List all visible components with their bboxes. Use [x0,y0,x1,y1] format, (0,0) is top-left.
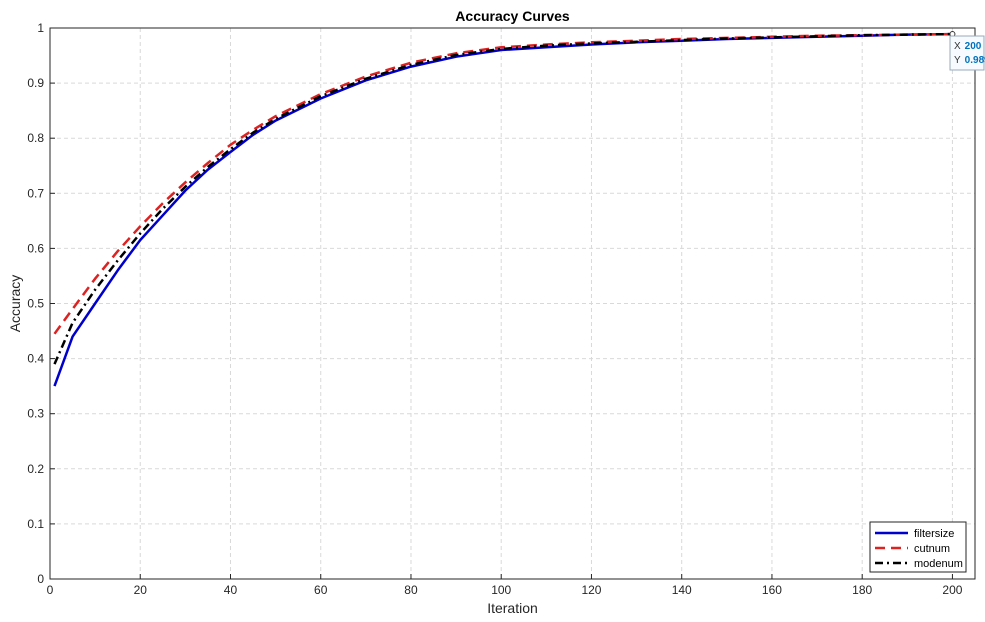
legend[interactable]: filtersize cutnum modenum [869,521,967,573]
datatip-y-row: Y 0.989 [954,55,985,66]
y-tick-label: 0.6 [27,241,44,255]
series-line-cutnum [53,32,953,335]
y-tick-label: 0.1 [27,517,44,531]
x-tick-label: 200 [942,583,962,597]
x-tick-label: 140 [672,583,692,597]
x-tick-label: 60 [314,583,328,597]
datatip-y-value: 0.989 [965,55,985,66]
datatip-x-value: 200 [965,41,982,52]
legend-label: filtersize [914,528,954,540]
legend-box [869,521,967,573]
series-layer [53,32,953,387]
y-tick-label: 0.4 [27,352,44,366]
legend-item-cutnum[interactable]: cutnum [875,543,950,555]
chart-title: Accuracy Curves [455,8,570,24]
series-line-filtersize [53,32,953,387]
y-tick-label: 0.8 [27,131,44,145]
datatip-x-row: X 200 [954,41,982,52]
y-tick-label: 0.7 [27,186,44,200]
legend-label: cutnum [914,543,950,555]
axis-ticks: 0 20 40 60 80 100 120 140 160 180 200 0 0.1 0.2 0.3 0.4… [27,21,962,597]
y-tick-label: 0.2 [27,462,44,476]
legend-label: modenum [914,558,963,570]
x-tick-label: 20 [134,583,148,597]
x-tick-label: 80 [404,583,418,597]
x-tick-label: 40 [224,583,238,597]
series-line-modenum [53,32,953,365]
x-axis-label: Iteration [487,600,538,616]
datatip-y-label: Y [954,55,961,66]
y-tick-label: 0.3 [27,407,44,421]
datatip[interactable]: X 200 Y 0.989 [949,31,985,71]
y-tick-label: 0.5 [27,297,44,311]
x-tick-label: 100 [491,583,511,597]
y-tick-label: 0.9 [27,76,44,90]
y-tick-label: 1 [37,21,44,35]
y-axis-label: Accuracy [7,275,23,333]
datatip-x-label: X [954,41,961,52]
legend-item-filtersize[interactable]: filtersize [875,528,954,540]
x-tick-label: 160 [762,583,782,597]
x-tick-label: 180 [852,583,872,597]
datatip-box [949,35,985,71]
y-tick-label: 0 [37,572,44,586]
x-tick-label: 120 [581,583,601,597]
legend-item-modenum[interactable]: modenum [875,558,963,570]
x-tick-label: 0 [47,583,54,597]
